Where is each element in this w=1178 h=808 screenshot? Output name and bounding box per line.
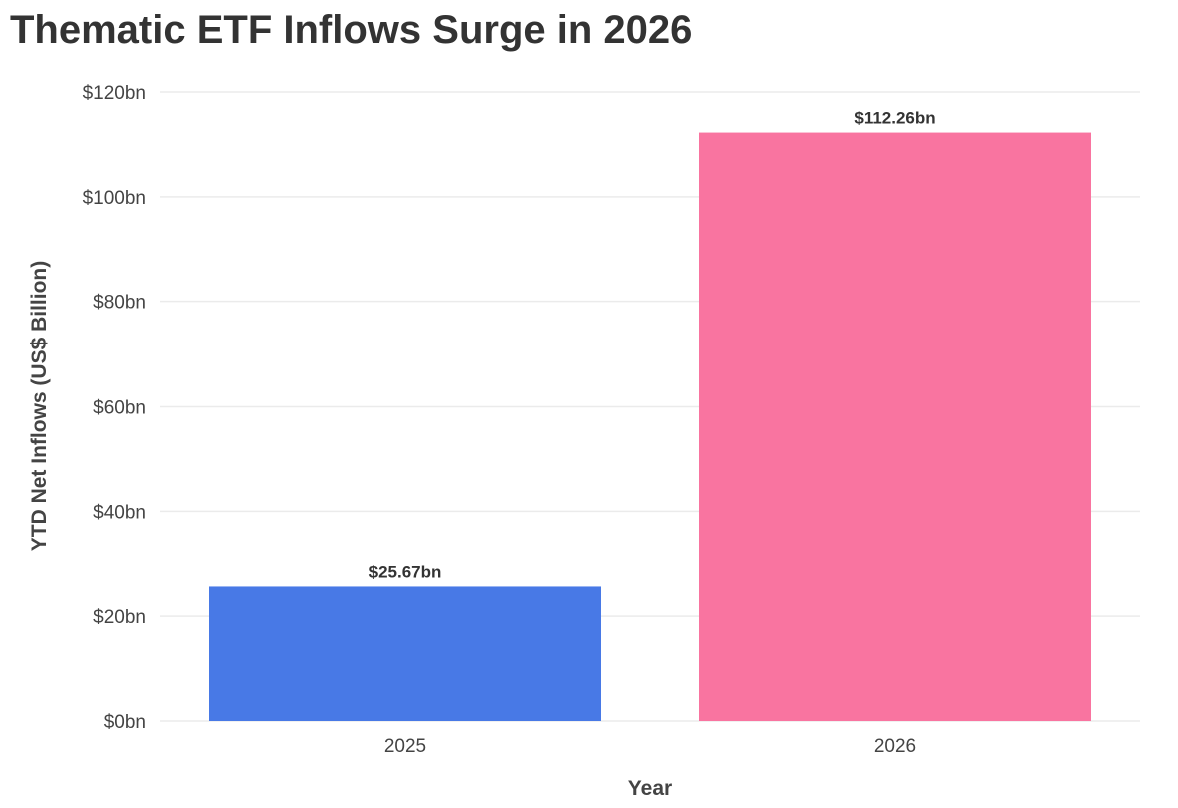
data-label-2025: $25.67bn (369, 562, 442, 581)
y-tick-label: $60bn (93, 398, 146, 419)
x-axis-ticks: 2025 2026 (384, 736, 916, 757)
chart-title: Thematic ETF Inflows Surge in 2026 (10, 8, 693, 52)
y-axis-ticks: $0bn $20bn $40bn $60bn $80bn $100bn $120bn (83, 83, 146, 733)
y-tick-label: $20bn (93, 607, 146, 628)
data-labels: $25.67bn $112.26bn (369, 109, 936, 582)
x-tick-label: 2026 (874, 736, 916, 757)
y-tick-label: $120bn (83, 83, 146, 104)
bar-2025 (209, 586, 601, 721)
x-axis-title: Year (628, 777, 672, 800)
bar-2026 (699, 132, 1091, 721)
y-tick-label: $100bn (83, 188, 146, 209)
data-label-2026: $112.26bn (854, 109, 935, 128)
y-tick-label: $0bn (104, 712, 146, 733)
y-tick-label: $80bn (93, 293, 146, 314)
bars (209, 132, 1091, 721)
x-tick-label: 2025 (384, 736, 426, 757)
y-axis-title: YTD Net Inflows (US$ Billion) (28, 261, 51, 552)
y-tick-label: $40bn (93, 502, 146, 523)
